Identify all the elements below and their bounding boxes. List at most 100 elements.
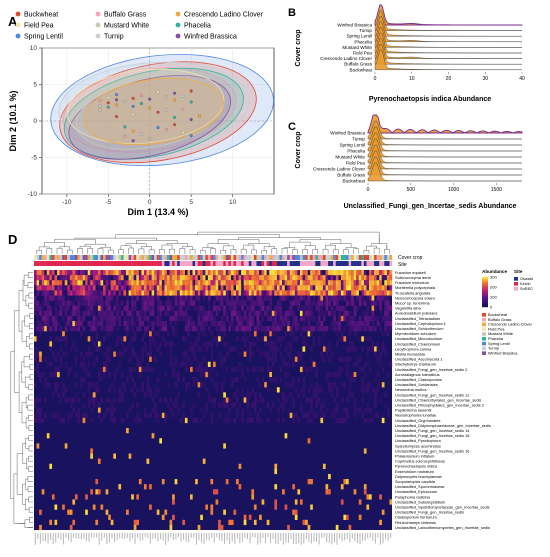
site-cell (305, 261, 308, 266)
heat-cell (34, 356, 37, 362)
heat-cell (184, 290, 188, 296)
heat-cell (192, 326, 196, 332)
heat-cell (356, 290, 359, 296)
heat-cell (128, 341, 132, 347)
heat-cell (164, 417, 168, 424)
heat-cell (361, 387, 365, 393)
site-legend-swatch-0 (514, 277, 518, 281)
row-label-4: Truncatella angulata (395, 290, 431, 295)
heat-cell (243, 300, 247, 306)
heat-cell (92, 341, 96, 347)
cover-crop-cell (340, 255, 344, 260)
heat-cell (115, 326, 119, 332)
heat-cell (205, 387, 209, 393)
cover-crop-cell (110, 255, 114, 260)
heat-cell (233, 377, 237, 383)
heat-cell (80, 331, 83, 337)
heat-cell (118, 290, 122, 296)
heat-cell (184, 275, 188, 281)
heat-cell (312, 392, 316, 398)
column-label-mark (285, 533, 287, 543)
heat-cell (386, 371, 390, 378)
site-cell (74, 261, 78, 266)
colorbar-step (482, 303, 488, 305)
heat-cell (236, 366, 239, 373)
heat-cell (299, 310, 303, 317)
heat-cell (57, 320, 60, 327)
heat-cell (118, 351, 122, 357)
heat-cell (77, 290, 81, 296)
heat-cell (287, 351, 290, 357)
cover-legend-swatch-3 (482, 327, 486, 331)
site-cell (105, 261, 109, 266)
heat-cell (164, 300, 168, 306)
heat-cell (39, 305, 42, 311)
heat-cell (149, 504, 152, 510)
heat-cell (305, 310, 308, 317)
heat-cell (363, 336, 367, 342)
heat-cell (90, 280, 93, 286)
heat-cell (64, 397, 68, 403)
column-label-mark (108, 533, 110, 543)
heat-cell (292, 290, 295, 296)
xtick-label-a-3: 5 (189, 199, 193, 206)
heat-cell (54, 285, 58, 291)
heat-cell (328, 356, 331, 362)
heat-cell (146, 361, 150, 368)
heat-cell (87, 371, 91, 378)
heat-cell (184, 285, 188, 291)
heat-cell (154, 320, 157, 327)
heat-cell (123, 320, 127, 327)
heat-cell (322, 341, 326, 347)
heat-cell (241, 387, 244, 393)
heat-cell (305, 300, 308, 306)
heat-cell (218, 300, 221, 306)
heat-cell (384, 295, 388, 301)
site-cell (358, 261, 362, 266)
heat-cell (274, 341, 278, 347)
heat-cell (143, 341, 147, 347)
heat-cell (315, 397, 318, 403)
heat-cell (126, 315, 129, 322)
column-label-mark (73, 533, 75, 538)
heat-cell (133, 336, 137, 342)
heat-cell (363, 407, 367, 413)
heat-cell (105, 346, 109, 352)
heat-cell (223, 341, 226, 347)
column-label-mark (70, 533, 72, 543)
heat-cell (141, 382, 145, 388)
column-label-mark (336, 533, 338, 545)
heat-cell (236, 270, 239, 276)
heat-cell (118, 320, 122, 327)
heat-cell (189, 412, 193, 418)
heat-cell (256, 290, 260, 296)
heat-cell (205, 361, 209, 368)
heat-cell (213, 382, 216, 388)
colorbar-tick-2: 100 (490, 295, 497, 300)
heat-cell (353, 326, 357, 332)
heat-cell (133, 417, 137, 424)
heat-cell (220, 326, 224, 332)
column-label-mark (78, 533, 80, 539)
heat-cell (289, 280, 293, 286)
heat-cell (141, 300, 145, 306)
heat-cell (189, 285, 193, 291)
heat-cell (320, 407, 324, 413)
heat-cell (386, 305, 390, 311)
heat-cell (67, 305, 70, 311)
heat-cell (241, 290, 244, 296)
heat-cell (141, 315, 145, 322)
heat-cell (51, 285, 55, 291)
panel-d: Cover crop Site Fusarium equisetiSolicoc… (10, 231, 533, 545)
heat-cell (302, 392, 306, 398)
heat-cell (353, 300, 357, 306)
heat-cell (126, 280, 129, 286)
heat-cell (77, 285, 81, 291)
heat-cell (87, 320, 91, 327)
heat-cell (282, 320, 285, 327)
heat-cell (351, 320, 354, 327)
site-cell (315, 261, 318, 266)
heat-cell (348, 310, 352, 317)
heat-cell (256, 270, 260, 276)
heat-cell (202, 371, 206, 378)
